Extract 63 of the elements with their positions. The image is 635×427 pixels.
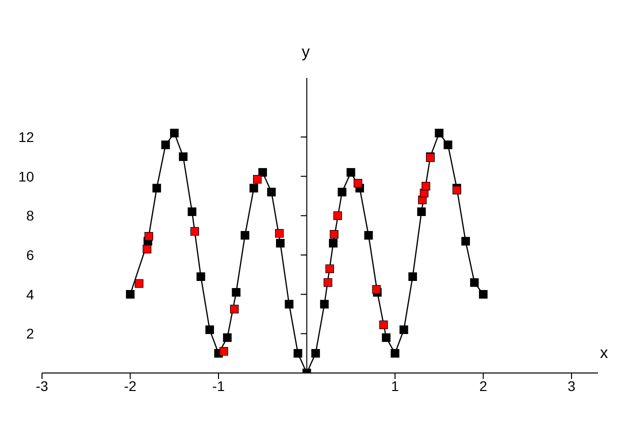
y-axis-title: y [302, 44, 310, 62]
y-tick-label: 8 [26, 208, 34, 224]
point [190, 227, 199, 236]
point [478, 290, 488, 299]
point [328, 238, 338, 248]
x-tick-label: -1 [212, 378, 225, 394]
point [294, 349, 302, 358]
y-tick-label: 2 [26, 326, 34, 342]
point [417, 207, 426, 216]
point [390, 349, 400, 358]
y-tick-label: 6 [26, 246, 34, 263]
point [258, 168, 267, 177]
point [126, 290, 135, 299]
point [470, 278, 479, 287]
point [324, 278, 332, 287]
point [230, 304, 239, 314]
point [232, 288, 240, 297]
x-axis-title: x [600, 345, 608, 363]
point [152, 184, 162, 192]
point [253, 174, 262, 184]
point [144, 232, 154, 241]
point [267, 188, 276, 196]
point [223, 333, 232, 342]
point [196, 272, 206, 281]
point [354, 178, 362, 188]
point [276, 238, 285, 248]
point [422, 182, 430, 190]
point [134, 279, 144, 288]
point [333, 211, 342, 220]
y-tick-label: 10 [18, 168, 34, 184]
point [382, 333, 390, 342]
y-tick-label: 12 [18, 128, 34, 145]
point [188, 207, 196, 216]
x-tick-label: 3 [568, 378, 576, 394]
point [461, 236, 470, 246]
point [444, 140, 452, 150]
point [434, 128, 444, 138]
point [161, 140, 170, 150]
point [205, 325, 214, 334]
point [240, 231, 250, 240]
point [346, 168, 356, 177]
point [178, 152, 188, 161]
point [142, 244, 152, 254]
point [284, 300, 294, 308]
point [338, 188, 346, 196]
point [379, 320, 388, 330]
point [372, 285, 381, 294]
point [364, 231, 373, 240]
x-tick-label: 1 [391, 378, 400, 394]
point [311, 349, 320, 358]
point [330, 230, 338, 239]
x-tick-label: -2 [124, 378, 137, 394]
point [400, 325, 408, 334]
point [220, 347, 228, 356]
point [250, 184, 258, 192]
point [170, 128, 179, 138]
point [408, 272, 417, 281]
x-tick-label: 2 [479, 378, 488, 394]
point [325, 264, 334, 274]
y-tick-label: 4 [26, 286, 34, 302]
x-tick-label: -3 [36, 378, 48, 394]
point [275, 229, 284, 238]
point [320, 300, 329, 308]
